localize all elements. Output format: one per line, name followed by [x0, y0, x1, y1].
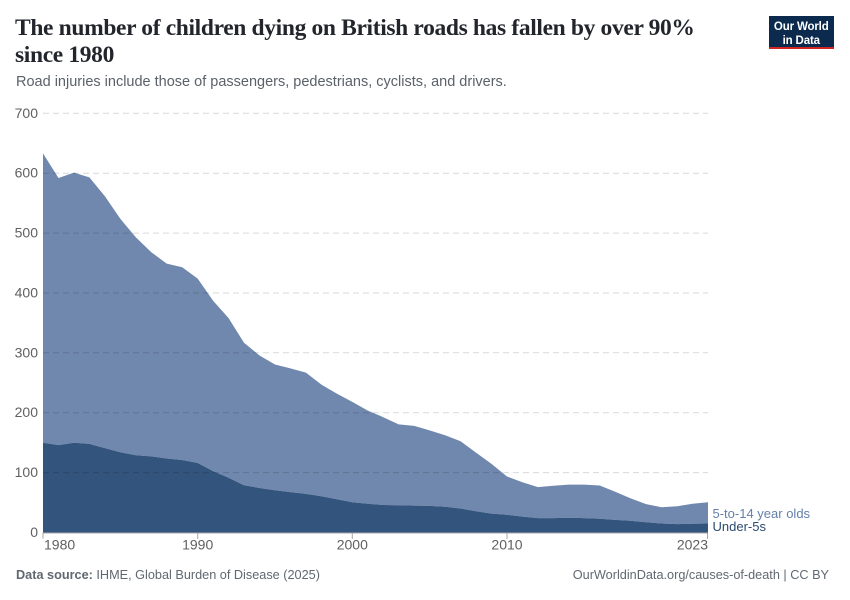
- svg-text:2010: 2010: [491, 537, 522, 553]
- svg-text:600: 600: [15, 165, 39, 181]
- svg-text:500: 500: [15, 225, 39, 241]
- svg-text:Under-5s: Under-5s: [713, 519, 767, 534]
- svg-text:700: 700: [15, 105, 39, 121]
- svg-text:1990: 1990: [182, 537, 213, 553]
- svg-text:1980: 1980: [44, 537, 75, 553]
- svg-text:2023: 2023: [677, 537, 708, 553]
- svg-text:2000: 2000: [337, 537, 368, 553]
- svg-text:100: 100: [15, 464, 39, 480]
- svg-text:0: 0: [30, 524, 38, 540]
- svg-text:400: 400: [15, 285, 39, 301]
- svg-text:5-to-14 year olds: 5-to-14 year olds: [713, 506, 811, 521]
- svg-text:200: 200: [15, 404, 39, 420]
- svg-text:300: 300: [15, 344, 39, 360]
